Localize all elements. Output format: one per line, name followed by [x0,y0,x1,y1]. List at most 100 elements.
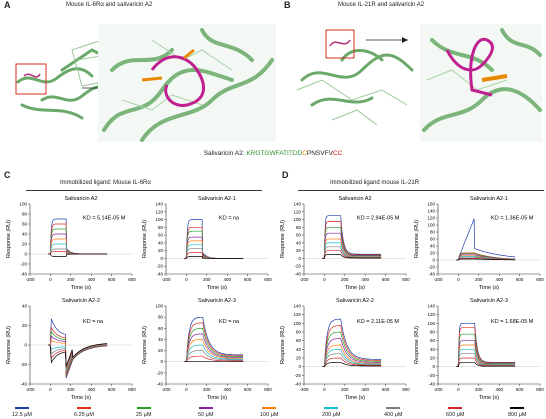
panel-d-title: Immobilized ligand mouse IL-21R [330,180,420,186]
sensorgram-series [184,226,244,259]
sensorgram-series [184,327,244,363]
y-tick-label: 40 [158,240,164,245]
x-tick-label: 200 [341,387,349,392]
y-axis-label: Response (RU) [280,326,286,364]
structure-a-image [15,24,276,142]
sensorgram-series [456,353,516,368]
sequence-residue-group: R [250,150,256,157]
y-axis-label: Response (RU) [414,326,420,364]
y-tick-label: -40 [156,272,163,277]
sensorgram-series [322,238,382,259]
sensorgram-series [184,333,244,363]
x-tick-label: 200 [203,277,211,282]
x-tick-label: 800 [128,277,136,282]
x-tick-label: 800 [402,277,410,282]
x-tick-label: 400 [495,387,503,392]
y-tick-label: -40 [428,382,435,387]
chart-d3: Salivaricin A2-2-40-20020406080100120140… [280,298,410,401]
y-tick-label: 0 [160,256,163,261]
y-tick-label: 100 [427,223,435,228]
legend-item: 400 μM [384,407,402,418]
sensorgram-series [48,318,108,379]
sensorgram-series [322,254,382,259]
panel-c-title: Immobilized ligand: Mouse IL-6Rα [60,180,151,186]
chart-d2: Salivaricin A2-1-40-20020406080100120140… [414,196,544,291]
y-axis-label: Response (RU) [6,326,12,364]
legend-label: 600 μM [446,411,465,418]
y-axis-label: Response (RU) [6,220,12,258]
legend-item: 25 μM [136,407,151,418]
sensorgram-series [322,226,382,259]
x-tick-label: -200 [433,277,443,282]
x-tick-label: 600 [108,277,116,282]
sensorgram-series [322,242,382,259]
kd-annotation: KD = 2.94E-05 M [357,215,400,221]
legend-item: 100 μM [260,407,278,418]
y-tick-label: -20 [428,373,435,378]
y-axis-label: Response (RU) [280,220,286,258]
y-tick-label: 20 [22,323,28,328]
sensorgram-series [184,256,244,259]
y-tick-label: 60 [158,233,164,238]
sensorgram-series [456,327,516,368]
sensorgram-series [456,340,516,368]
x-tick-label: 600 [516,387,524,392]
legend-swatch [510,407,525,409]
x-tick-label: 200 [341,277,349,282]
x-tick-label: 200 [475,277,483,282]
y-tick-label: 80 [296,330,302,335]
kd-annotation: KD = 1.36E-05 M [491,215,534,221]
legend-swatch [386,407,401,409]
y-tick-label: 60 [430,237,436,242]
y-tick-label: 40 [296,347,302,352]
legend-swatch [198,407,213,409]
y-tick-label: -40 [428,272,435,277]
sensorgram-series [184,240,244,259]
x-tick-label: 600 [516,277,524,282]
y-tick-label: 40 [430,244,436,249]
chart-title: Salivaricin A2-1 [198,196,236,202]
concentration-legend: 12.5 μM 6.25 μM 25 μM 50 μM 100 μM 200 μM 400 … [0,407,546,419]
x-tick-label: 0 [49,277,52,282]
x-axis-label: Time (s) [345,395,365,401]
sensorgram-series [184,316,244,363]
sensorgram-series [322,338,382,368]
x-tick-label: 0 [185,387,188,392]
sensorgram-series [184,248,244,259]
sensorgram-series [322,221,382,259]
chart-title: Salivaricin A2-3 [470,298,508,304]
legend-swatch [14,407,29,409]
sensorgram-series [322,215,382,259]
x-tick-label: 400 [495,277,503,282]
legend-label: 6.25 μM [74,411,94,418]
structure-b-image [296,24,542,142]
x-tick-label: 400 [361,277,369,282]
legend-swatch [324,407,339,409]
x-tick-label: 800 [264,277,272,282]
x-tick-label: -200 [161,387,171,392]
sensorgram-series [184,355,244,363]
sensorgram-series [184,344,244,363]
y-tick-label: 140 [293,202,301,207]
legend-item: 800 μM [508,407,526,418]
x-axis-label: Time (s) [479,395,499,401]
legend-item: 50 μM [198,407,213,418]
y-axis-label: Response (RU) [414,220,420,258]
kd-annotation: KD = 5.14E-05 M [83,215,126,221]
y-tick-label: -20 [20,362,27,367]
y-tick-label: 20 [430,251,436,256]
y-tick-label: 80 [430,330,436,335]
sensorgram-series [456,344,516,368]
y-tick-label: 160 [427,202,435,207]
x-tick-label: 0 [323,277,326,282]
y-tick-label: 20 [430,356,436,361]
x-axis-label: Time (s) [71,395,91,401]
sequence-line: Salivaricin A2: KRGTGWFATITDDCPNSVFVCC [0,150,546,157]
x-tick-label: 0 [457,277,460,282]
y-tick-label: 60 [430,338,436,343]
sensorgram-series [184,236,244,259]
x-tick-label: 800 [264,387,272,392]
sensorgram-series [184,252,244,259]
